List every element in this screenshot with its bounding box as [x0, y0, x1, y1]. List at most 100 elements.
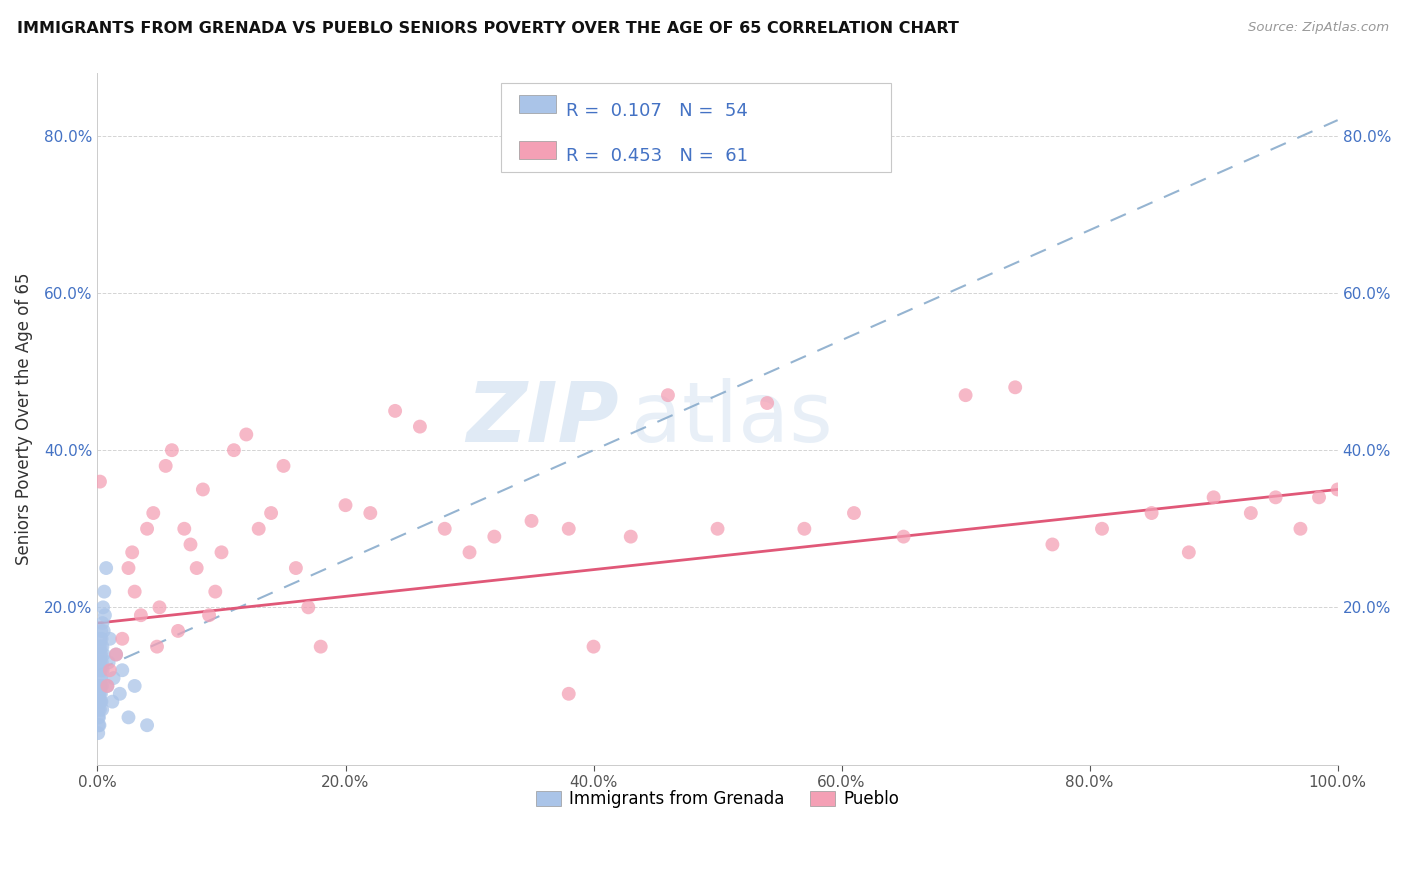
Point — [89, 671, 111, 685]
Point — [87, 687, 110, 701]
Point — [90, 656, 112, 670]
Point — [1042, 537, 1064, 551]
Point — [93, 648, 115, 662]
Point — [90, 640, 112, 654]
Point — [117, 561, 139, 575]
Point — [1264, 491, 1286, 505]
Point — [1091, 522, 1114, 536]
Point — [136, 718, 159, 732]
Point — [793, 522, 815, 536]
Point — [520, 514, 543, 528]
Point — [89, 687, 111, 701]
Point — [191, 483, 214, 497]
Point — [657, 388, 679, 402]
Point — [87, 702, 110, 716]
Point — [96, 679, 118, 693]
Point — [87, 710, 110, 724]
Point — [359, 506, 381, 520]
Y-axis label: Seniors Poverty Over the Age of 65: Seniors Poverty Over the Age of 65 — [15, 272, 32, 565]
Point — [90, 687, 112, 701]
Point — [87, 663, 110, 677]
Point — [148, 600, 170, 615]
Point — [142, 506, 165, 520]
Point — [97, 656, 120, 670]
Point — [96, 561, 118, 575]
Point — [89, 656, 111, 670]
Point — [1308, 491, 1330, 505]
Point — [93, 584, 115, 599]
Point — [91, 663, 114, 677]
Point — [124, 584, 146, 599]
Point — [198, 608, 221, 623]
Point — [284, 561, 307, 575]
Text: atlas: atlas — [631, 378, 832, 459]
Point — [101, 695, 124, 709]
Point — [91, 640, 114, 654]
Point — [98, 663, 121, 677]
Point — [91, 616, 114, 631]
Point — [129, 608, 152, 623]
Point — [558, 687, 581, 701]
Point — [90, 624, 112, 638]
Point — [1140, 506, 1163, 520]
Point — [91, 600, 114, 615]
Point — [98, 632, 121, 646]
Point — [582, 640, 605, 654]
Point — [297, 600, 319, 615]
Point — [458, 545, 481, 559]
Point — [273, 458, 295, 473]
Point — [89, 640, 111, 654]
Point — [155, 458, 177, 473]
Point — [204, 584, 226, 599]
Point — [247, 522, 270, 536]
Text: R =  0.453   N =  61: R = 0.453 N = 61 — [567, 147, 748, 165]
Point — [335, 498, 357, 512]
Point — [87, 695, 110, 709]
Text: R =  0.107   N =  54: R = 0.107 N = 54 — [567, 102, 748, 120]
Point — [91, 702, 114, 716]
Point — [89, 702, 111, 716]
Bar — [519, 142, 557, 160]
Point — [1178, 545, 1201, 559]
Point — [93, 624, 115, 638]
FancyBboxPatch shape — [501, 83, 891, 172]
Point — [842, 506, 865, 520]
Bar — [519, 95, 557, 113]
Point — [90, 632, 112, 646]
Point — [1004, 380, 1026, 394]
Point — [1240, 506, 1263, 520]
Point — [260, 506, 283, 520]
Point — [409, 419, 432, 434]
Point — [108, 687, 131, 701]
Point — [384, 404, 406, 418]
Point — [89, 632, 111, 646]
Point — [706, 522, 728, 536]
Point — [146, 640, 169, 654]
Point — [167, 624, 190, 638]
Text: Source: ZipAtlas.com: Source: ZipAtlas.com — [1249, 21, 1389, 34]
Point — [955, 388, 977, 402]
Point — [89, 648, 111, 662]
Point — [87, 679, 110, 693]
Point — [222, 443, 245, 458]
Point — [90, 648, 112, 662]
Text: IMMIGRANTS FROM GRENADA VS PUEBLO SENIORS POVERTY OVER THE AGE OF 65 CORRELATION: IMMIGRANTS FROM GRENADA VS PUEBLO SENIOR… — [17, 21, 959, 36]
Point — [558, 522, 581, 536]
Point — [87, 656, 110, 670]
Point — [1289, 522, 1312, 536]
Point — [235, 427, 257, 442]
Point — [211, 545, 233, 559]
Point — [136, 522, 159, 536]
Point — [90, 663, 112, 677]
Point — [103, 671, 125, 685]
Point — [94, 608, 117, 623]
Point — [87, 710, 110, 724]
Point — [186, 561, 208, 575]
Point — [179, 537, 201, 551]
Point — [89, 718, 111, 732]
Point — [121, 545, 143, 559]
Point — [90, 671, 112, 685]
Point — [1326, 483, 1348, 497]
Point — [87, 726, 110, 740]
Point — [105, 648, 128, 662]
